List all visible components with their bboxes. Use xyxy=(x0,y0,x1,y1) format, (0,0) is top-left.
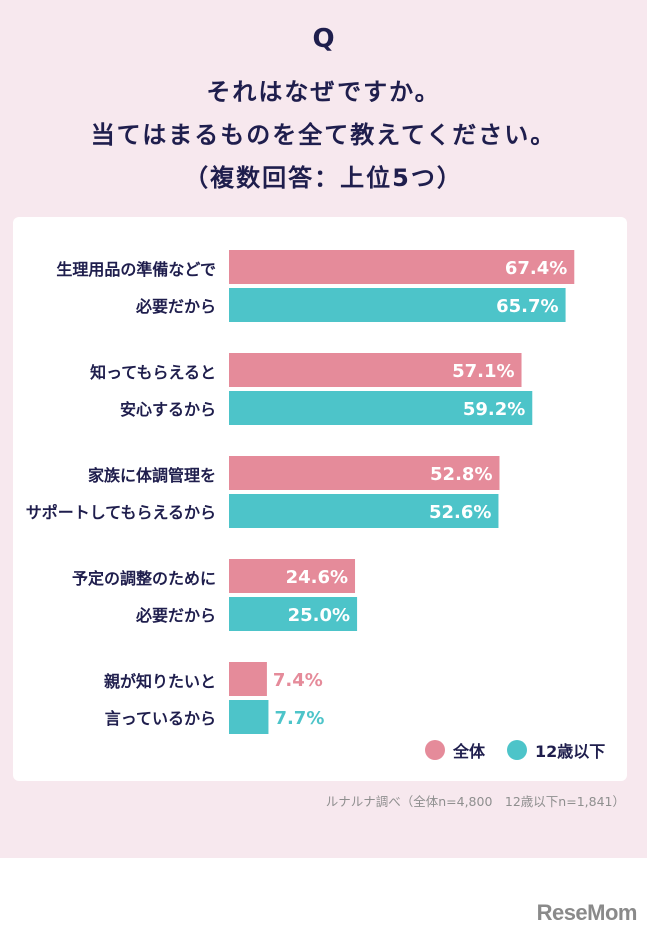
category-label: 安心するから xyxy=(120,400,216,419)
value-label: 67.4% xyxy=(505,258,567,279)
bar-all xyxy=(229,353,522,387)
category-label: 言っているから xyxy=(105,709,216,728)
category-label: サポートしてもらえるから xyxy=(26,503,216,522)
value-label: 65.7% xyxy=(496,296,558,317)
bar-under12 xyxy=(229,494,499,528)
value-label: 7.7% xyxy=(274,708,324,729)
value-label: 7.4% xyxy=(273,670,323,691)
category-label: 親が知りたいと xyxy=(104,672,216,691)
bar-under12 xyxy=(229,700,269,734)
category-label: 必要だから xyxy=(135,606,216,625)
bar-all xyxy=(229,662,267,696)
title-line-2: 当てはまるものを全て教えてください。 xyxy=(90,121,557,149)
legend-item-under12: 12歳以下 xyxy=(507,738,605,762)
bar-all xyxy=(229,456,500,490)
category-label: 必要だから xyxy=(135,297,216,316)
value-label: 24.6% xyxy=(286,567,348,588)
category-label: 家族に体調管理を xyxy=(88,466,216,485)
bar-all xyxy=(229,250,575,284)
resemom-logo: ReseMom xyxy=(536,900,638,925)
value-label: 52.8% xyxy=(430,464,492,485)
title-line-1: それはなぜですか。 xyxy=(206,78,441,106)
legend-item-all: 全体 xyxy=(425,738,485,762)
value-label: 52.6% xyxy=(429,502,491,523)
legend-dot-under12 xyxy=(507,740,528,760)
bar-under12 xyxy=(229,391,533,425)
bar-all xyxy=(229,559,356,593)
legend-dot-all xyxy=(425,740,445,760)
bar-under12 xyxy=(229,597,358,631)
question-label: Q xyxy=(312,24,335,54)
source-note: ルナルナ調べ（全体n=4,800 12歳以下n=1,841） xyxy=(325,794,625,809)
title-line-3: （複数回答：上位5つ） xyxy=(184,164,463,192)
legend: 全体 12歳以下 xyxy=(425,738,605,762)
category-label: 予定の調整のために xyxy=(72,569,216,588)
legend-label-under12: 12歳以下 xyxy=(535,742,606,761)
value-label: 25.0% xyxy=(288,605,350,626)
legend-label-all: 全体 xyxy=(453,742,486,761)
category-label: 知ってもらえると xyxy=(90,363,216,382)
bar-under12 xyxy=(229,288,566,322)
category-label: 生理用品の準備などで xyxy=(56,260,216,279)
value-label: 59.2% xyxy=(463,399,525,420)
value-label: 57.1% xyxy=(452,361,514,382)
